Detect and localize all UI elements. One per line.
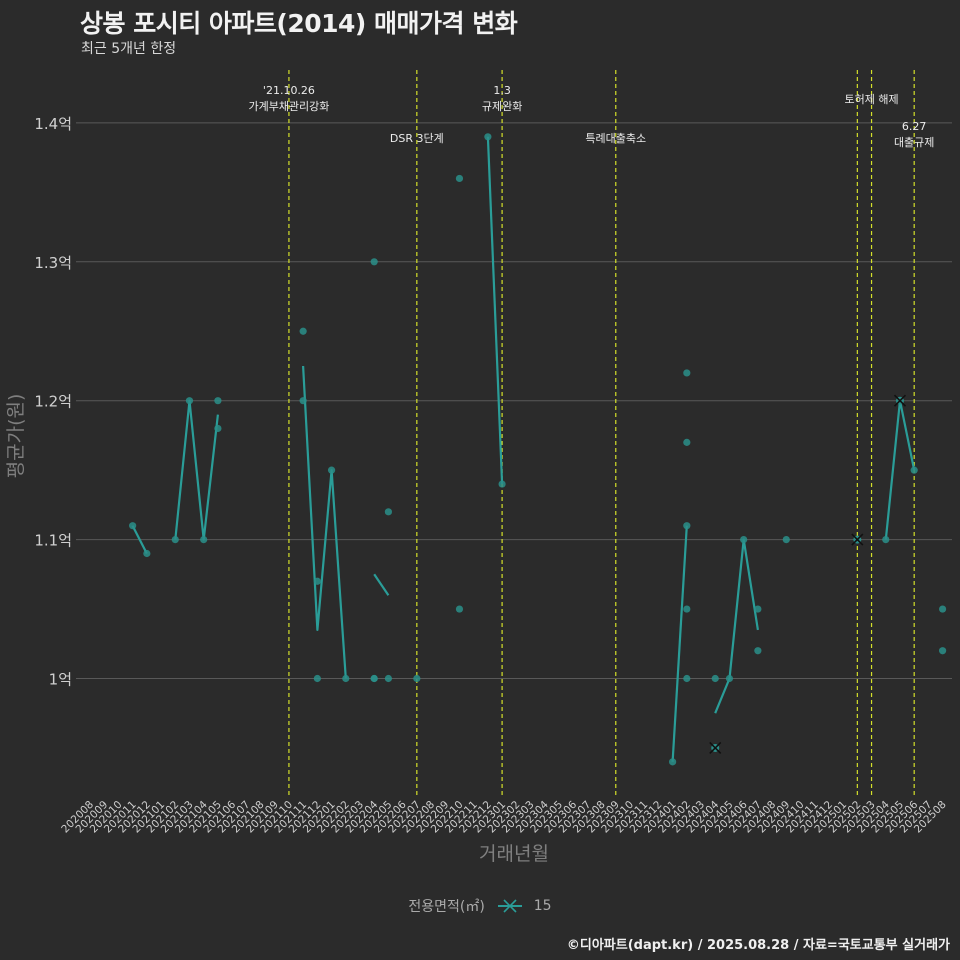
data-point — [313, 577, 321, 585]
series-line — [174, 399, 219, 541]
event-label: 1.3 — [493, 84, 511, 97]
series-line — [714, 538, 759, 714]
event-label: 특례대출축소 — [585, 132, 646, 145]
series-line — [302, 365, 347, 679]
x-marker — [851, 533, 864, 546]
event-label: '21.10.26 — [263, 84, 315, 97]
data-point — [683, 369, 691, 377]
data-point — [299, 327, 307, 335]
grid-lines — [76, 122, 952, 679]
data-point — [754, 605, 762, 613]
data-point — [498, 480, 506, 488]
data-point — [327, 466, 336, 474]
data-point — [882, 536, 890, 544]
x-axis-label: 거래년월 — [479, 843, 549, 865]
series-line — [671, 525, 688, 762]
series-line — [486, 136, 504, 485]
data-point — [939, 647, 947, 655]
chart-subtitle: 최근 5개년 한정 — [81, 41, 177, 57]
event-label: 6.27 — [902, 120, 927, 133]
source-caption: ©디아파트(dapt.kr) / 2025.08.28 / 자료=국토교통부 실… — [566, 938, 950, 953]
legend-key-icon — [498, 899, 523, 913]
x-axis-ticks: 2020082020092020102020112020122021012021… — [59, 798, 948, 835]
y-tick-label: 1.4억 — [34, 115, 72, 133]
data-point — [455, 174, 464, 183]
data-point — [143, 549, 151, 558]
y-tick-label: 1억 — [49, 671, 72, 689]
chart-title: 상봉 포시티 아파트(2014) 매매가격 변화 — [80, 9, 518, 38]
event-label: 대출규제 — [894, 136, 934, 149]
data-point — [782, 536, 790, 544]
data-point — [740, 536, 748, 544]
data-point — [185, 397, 194, 405]
data-point — [910, 466, 918, 474]
series-line — [884, 399, 916, 540]
y-axis-label: 평균가(원) — [5, 394, 27, 479]
y-axis-ticks: 1억 1.1억 1.2억 1.3억 1.4억 — [34, 115, 72, 689]
data-point — [129, 522, 137, 530]
event-label: DSR 3단계 — [390, 132, 444, 145]
event-label: 가계부채관리강화 — [248, 100, 329, 113]
data-point — [370, 674, 378, 683]
legend-title: 전용면적(㎡) — [408, 899, 485, 915]
data-point — [683, 522, 691, 530]
series-line — [373, 573, 390, 596]
data-point — [455, 605, 464, 613]
series-points — [129, 133, 947, 766]
y-tick-label: 1.3억 — [34, 254, 72, 272]
x-marker-stroke — [893, 394, 907, 407]
y-tick-label: 1.1억 — [34, 532, 72, 550]
series-x-markers — [709, 394, 907, 755]
x-marker — [893, 394, 907, 407]
data-point — [683, 605, 691, 613]
x-marker-stroke — [851, 533, 864, 546]
data-point — [342, 674, 350, 683]
event-label: 토허제 해제 — [844, 92, 898, 106]
data-point — [370, 258, 378, 266]
data-point — [939, 605, 947, 613]
data-point — [299, 397, 307, 405]
data-point — [683, 438, 691, 446]
data-point — [711, 674, 719, 683]
legend: 전용면적(㎡) 15 — [0, 896, 960, 916]
data-point — [413, 674, 421, 683]
data-point — [669, 758, 677, 766]
data-point — [384, 674, 393, 683]
data-point — [214, 397, 222, 405]
data-point — [683, 674, 691, 683]
series-lines — [131, 136, 916, 762]
y-tick-label: 1.2억 — [34, 393, 72, 411]
data-point — [754, 647, 762, 655]
data-point — [725, 674, 734, 683]
data-point — [484, 133, 492, 141]
x-marker — [709, 741, 722, 755]
legend-entry: 15 — [533, 898, 552, 914]
data-point — [214, 424, 222, 433]
event-lines — [288, 70, 915, 795]
data-point — [200, 536, 208, 544]
data-point — [384, 508, 393, 516]
series-line — [131, 525, 148, 555]
data-point — [171, 536, 179, 544]
data-point — [313, 674, 321, 683]
event-label: 규제완화 — [482, 100, 522, 113]
x-marker-stroke — [709, 741, 722, 755]
